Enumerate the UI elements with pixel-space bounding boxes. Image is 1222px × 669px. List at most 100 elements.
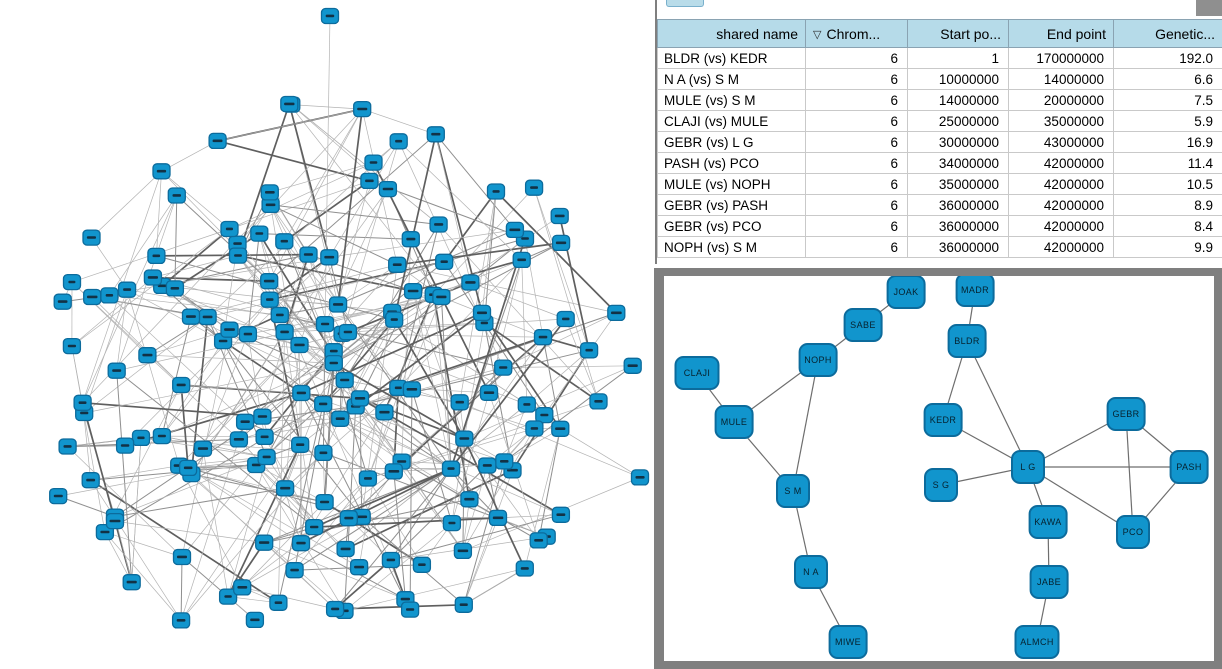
graph-node-s-m[interactable]: S M xyxy=(776,474,810,508)
graph-node[interactable] xyxy=(171,612,191,629)
graph-node[interactable] xyxy=(551,506,571,523)
graph-node[interactable] xyxy=(181,308,201,325)
graph-node[interactable] xyxy=(461,274,480,291)
graph-node[interactable] xyxy=(479,384,499,401)
graph-node[interactable] xyxy=(441,460,461,477)
table-cell[interactable]: 6 xyxy=(805,68,908,90)
graph-node[interactable] xyxy=(389,133,408,150)
graph-node[interactable] xyxy=(401,231,420,248)
table-cell[interactable]: 6 xyxy=(805,89,908,111)
graph-node-madr[interactable]: MADR xyxy=(955,276,995,307)
graph-node[interactable] xyxy=(305,518,324,536)
graph-node[interactable] xyxy=(403,282,423,300)
table-cell[interactable]: 9.9 xyxy=(1113,236,1222,258)
graph-node[interactable] xyxy=(291,436,310,453)
graph-node-mule[interactable]: MULE xyxy=(714,405,754,439)
graph-node[interactable] xyxy=(533,329,553,346)
graph-node[interactable] xyxy=(233,579,252,596)
graph-node[interactable] xyxy=(81,472,100,489)
graph-node-bldr[interactable]: BLDR xyxy=(947,324,987,358)
graph-node-pco[interactable]: PCO xyxy=(1116,515,1150,549)
graph-node-pash[interactable]: PASH xyxy=(1169,450,1209,484)
graph-node[interactable] xyxy=(529,532,548,549)
table-row[interactable]: CLAJI (vs) MULE 6 25000000 35000000 5.9 xyxy=(657,110,1222,132)
graph-node[interactable] xyxy=(349,559,369,576)
graph-node[interactable] xyxy=(115,437,135,454)
table-cell[interactable]: 6 xyxy=(805,215,908,237)
graph-node[interactable] xyxy=(255,428,274,446)
graph-node[interactable] xyxy=(623,357,642,374)
graph-node[interactable] xyxy=(551,420,570,437)
graph-edge-GEBR-PCO[interactable] xyxy=(1125,413,1134,533)
graph-node[interactable] xyxy=(53,293,72,310)
table-cell[interactable]: 14000000 xyxy=(1008,68,1114,90)
table-row[interactable]: PASH (vs) PCO 6 34000000 42000000 11.4 xyxy=(657,152,1222,174)
table-cell[interactable]: 6 xyxy=(805,152,908,174)
graph-node[interactable] xyxy=(314,395,333,413)
graph-node[interactable] xyxy=(512,251,531,269)
graph-node[interactable] xyxy=(556,310,575,328)
column-header-chrom-[interactable]: ▽ Chrom... xyxy=(805,19,908,48)
graph-node[interactable] xyxy=(515,560,534,577)
graph-node[interactable] xyxy=(338,323,358,341)
graph-node[interactable] xyxy=(229,431,249,448)
graph-node[interactable] xyxy=(270,306,289,324)
table-cell[interactable]: 36000000 xyxy=(907,194,1009,216)
graph-node[interactable] xyxy=(49,487,68,505)
graph-node[interactable] xyxy=(152,163,171,180)
graph-node[interactable] xyxy=(331,410,350,427)
graph-node[interactable] xyxy=(339,510,358,527)
table-cell[interactable]: PASH (vs) PCO xyxy=(657,152,806,174)
graph-node[interactable] xyxy=(472,304,492,322)
column-header-end-point[interactable]: End point xyxy=(1008,19,1114,48)
graph-node[interactable] xyxy=(83,288,102,306)
table-cell[interactable]: 14000000 xyxy=(907,89,1009,111)
graph-edge-L G-PCO[interactable] xyxy=(1027,466,1134,533)
table-cell[interactable]: 42000000 xyxy=(1008,173,1114,195)
graph-edge-NOPH-S M[interactable] xyxy=(792,359,819,492)
graph-node[interactable] xyxy=(454,596,473,613)
graph-node[interactable] xyxy=(245,611,265,629)
table-cell[interactable]: N A (vs) S M xyxy=(657,68,806,90)
table-cell[interactable]: 192.0 xyxy=(1113,47,1222,69)
graph-node[interactable] xyxy=(325,600,345,618)
main-network-canvas[interactable] xyxy=(0,0,653,669)
graph-node[interactable] xyxy=(208,132,227,150)
table-cell[interactable]: MULE (vs) NOPH xyxy=(657,173,806,195)
table-cell[interactable]: 36000000 xyxy=(907,215,1009,237)
graph-node[interactable] xyxy=(486,183,506,200)
graph-node[interactable] xyxy=(280,95,299,113)
column-header-genetic-[interactable]: Genetic... xyxy=(1113,19,1222,48)
graph-node[interactable] xyxy=(82,229,101,246)
graph-node[interactable] xyxy=(385,311,404,328)
graph-node[interactable] xyxy=(257,448,276,466)
graph-node[interactable] xyxy=(73,394,92,411)
table-cell[interactable]: 5.9 xyxy=(1113,110,1222,132)
table-cell[interactable]: 6 xyxy=(805,131,908,153)
graph-node[interactable] xyxy=(535,406,554,424)
graph-node[interactable] xyxy=(260,273,279,290)
graph-node-kawa[interactable]: KAWA xyxy=(1028,505,1068,539)
graph-edge-BLDR-L G[interactable] xyxy=(966,340,1029,468)
graph-node[interactable] xyxy=(525,420,544,437)
graph-node[interactable] xyxy=(285,562,304,579)
graph-node[interactable] xyxy=(455,430,474,447)
graph-node[interactable] xyxy=(193,440,213,457)
table-cell[interactable]: NOPH (vs) S M xyxy=(657,236,806,258)
table-cell[interactable]: 1 xyxy=(907,47,1009,69)
table-row[interactable]: NOPH (vs) S M 6 36000000 42000000 9.9 xyxy=(657,236,1222,258)
graph-node[interactable] xyxy=(122,574,141,591)
graph-node-noph[interactable]: NOPH xyxy=(798,343,838,377)
graph-node[interactable] xyxy=(388,256,407,273)
graph-node[interactable] xyxy=(381,551,401,569)
graph-node[interactable] xyxy=(260,184,279,201)
graph-node[interactable] xyxy=(218,588,238,605)
table-row[interactable]: MULE (vs) S M 6 14000000 20000000 7.5 xyxy=(657,89,1222,111)
table-cell[interactable]: 170000000 xyxy=(1008,47,1114,69)
graph-node[interactable] xyxy=(143,269,163,286)
graph-node[interactable] xyxy=(275,233,294,250)
graph-node[interactable] xyxy=(350,390,370,407)
graph-node[interactable] xyxy=(358,470,378,487)
graph-node[interactable] xyxy=(524,179,544,196)
graph-node[interactable] xyxy=(178,459,198,477)
